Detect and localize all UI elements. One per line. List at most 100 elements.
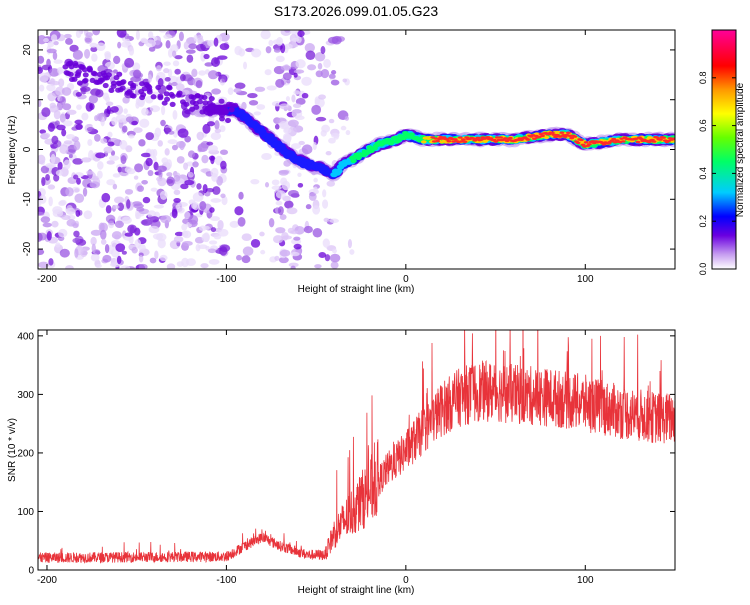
spectrogram-noise-mark xyxy=(90,253,100,262)
spectrogram-noise-mark xyxy=(321,124,330,133)
spectrogram-noise-mark xyxy=(221,195,228,206)
spectrogram-noise-mark xyxy=(46,231,52,241)
spectrogram-noise-mark xyxy=(273,48,281,53)
spectrogram-noise-mark xyxy=(128,236,134,244)
spectrogram-noise-mark xyxy=(133,175,139,180)
spectrogram-band-mark xyxy=(120,79,127,85)
spectrogram-ridge-mark xyxy=(395,138,403,143)
spectrogram-noise-mark xyxy=(219,246,228,256)
spectrogram-noise-mark xyxy=(52,209,64,218)
spectrogram-noise-mark xyxy=(38,232,43,242)
spectrogram-noise-mark xyxy=(47,92,56,102)
spectrogram-noise-mark xyxy=(53,174,60,182)
spectrogram-noise-mark xyxy=(315,116,327,122)
spectrogram-noise-mark xyxy=(301,76,312,86)
spectrogram-noise-mark xyxy=(134,163,144,173)
spectrogram-noise-mark xyxy=(212,186,221,195)
spectrogram-noise-mark xyxy=(40,132,51,139)
spectrogram-noise-mark xyxy=(290,143,302,149)
spectrogram-noise-mark xyxy=(97,170,103,179)
spectrogram-noise-mark xyxy=(163,61,171,66)
spectrogram-noise-mark xyxy=(241,255,251,264)
spectrogram-noise-mark xyxy=(160,215,172,224)
spectrogram-noise-mark xyxy=(152,156,157,162)
spectrogram-noise-mark xyxy=(166,263,176,269)
spectrogram-noise-mark xyxy=(76,177,81,185)
spectrogram-noise-mark xyxy=(42,222,52,228)
spectrogram-noise-mark xyxy=(61,128,67,137)
spectrogram-noise-mark xyxy=(241,101,247,110)
spectrogram-noise-mark xyxy=(172,60,180,67)
spectrogram-noise-mark xyxy=(266,85,277,91)
spectrogram-noise-mark xyxy=(233,87,242,94)
spectrogram-noise-mark xyxy=(173,189,181,196)
spectrogram-noise-mark xyxy=(120,265,131,269)
spectrogram-noise-mark xyxy=(268,217,275,228)
spectrogram-noise-mark xyxy=(73,174,79,180)
spectrogram-noise-mark xyxy=(207,145,219,152)
spectrogram-noise-mark xyxy=(62,120,73,127)
spectrogram-noise-mark xyxy=(211,172,218,182)
spectrogram-noise-mark xyxy=(275,78,285,88)
spectrogram-noise-mark xyxy=(128,46,135,56)
spectrogram-noise-mark xyxy=(183,162,189,170)
spectrogram-noise-mark xyxy=(117,202,125,212)
spectrogram-ridge-mark xyxy=(532,137,537,140)
spectrogram-noise-mark xyxy=(50,34,58,42)
spectrogram-noise-mark xyxy=(149,148,155,158)
spectrogram-noise-mark xyxy=(250,239,261,248)
spectrogram-noise-mark xyxy=(59,144,69,155)
spectrogram-noise-mark xyxy=(196,34,204,40)
spectrogram-noise-mark xyxy=(84,48,91,59)
spectrogram-noise-mark xyxy=(40,165,50,174)
spectrogram-noise-mark xyxy=(216,175,223,186)
spectrogram-noise-mark xyxy=(115,114,127,123)
spectrogram-ridge-mark xyxy=(400,136,407,141)
spectrogram-noise-mark xyxy=(54,120,60,126)
spectrogram-noise-mark xyxy=(298,140,305,146)
spectrogram-noise-mark xyxy=(173,174,181,182)
spectrogram-noise-mark xyxy=(278,256,289,264)
spectrogram-noise-mark xyxy=(140,37,148,44)
spectrogram-noise-mark xyxy=(250,178,260,185)
spectrogram-noise-mark xyxy=(311,104,322,115)
spectrogram-noise-mark xyxy=(261,152,272,161)
spectrogram-band-mark xyxy=(202,100,209,106)
spectrogram-band-mark xyxy=(97,77,104,83)
spectrogram-ridge-mark xyxy=(446,140,452,143)
spectrogram-noise-mark xyxy=(89,42,98,48)
spectrogram-noise-mark xyxy=(147,216,154,225)
spectrogram-noise-mark xyxy=(141,179,148,185)
spectrogram-band-mark xyxy=(220,107,227,113)
spectrogram-noise-mark xyxy=(206,141,214,146)
spectrogram-ridge-mark xyxy=(350,158,357,163)
spectrogram-noise-mark xyxy=(301,92,309,99)
spectrogram-noise-mark xyxy=(214,120,220,130)
spectrogram-noise-mark xyxy=(145,39,156,48)
spectrogram-noise-mark xyxy=(275,55,285,63)
spectrogram-noise-mark xyxy=(329,253,341,263)
spectrogram-noise-mark xyxy=(182,240,193,246)
spectrogram-noise-mark xyxy=(122,96,130,104)
spectrogram-noise-mark xyxy=(214,57,219,65)
spectrogram-noise-mark xyxy=(331,35,342,45)
spectrogram-noise-mark xyxy=(297,30,305,38)
spectrogram-band-mark xyxy=(91,71,98,77)
spectrogram-noise-mark xyxy=(38,55,45,64)
spectrogram-noise-mark xyxy=(185,258,197,266)
spectrogram-noise-mark xyxy=(75,30,82,39)
spectrogram-noise-mark xyxy=(115,243,126,253)
spectrogram-ridge-mark xyxy=(635,140,641,144)
snr-frame xyxy=(37,329,676,571)
spectrogram-noise-mark xyxy=(340,125,347,131)
spectrogram-noise-mark xyxy=(94,134,101,142)
spectrogram-noise-mark xyxy=(167,48,173,58)
spectrogram-noise-mark xyxy=(133,127,143,134)
spectrogram-noise-mark xyxy=(214,128,222,134)
spectrogram-noise-mark xyxy=(173,198,181,203)
spectrogram-noise-mark xyxy=(55,169,63,176)
spectrogram-noise-mark xyxy=(213,37,219,47)
spectrogram-noise-mark xyxy=(125,116,134,123)
spectrogram-ridge-mark xyxy=(475,136,481,139)
spectrogram-noise-mark xyxy=(90,236,97,246)
